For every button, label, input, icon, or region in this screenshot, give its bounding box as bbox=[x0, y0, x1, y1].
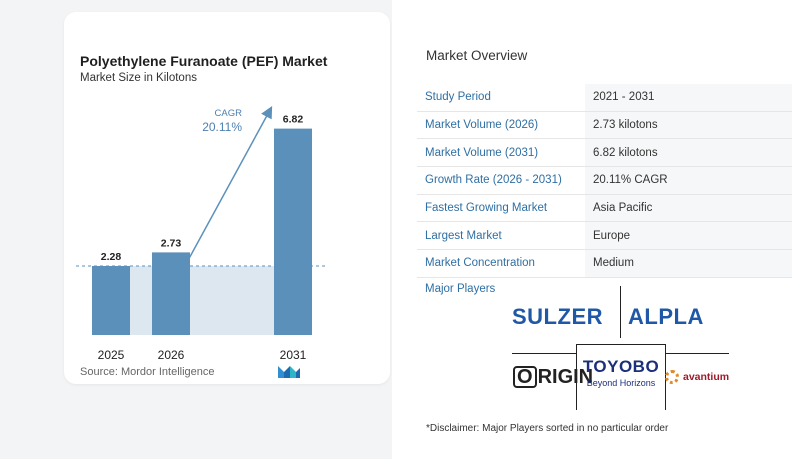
logo-divider bbox=[512, 353, 576, 354]
alpla-logo: ALPLA bbox=[628, 304, 704, 329]
row-label: Largest Market bbox=[417, 221, 585, 251]
row-value: 2021 - 2031 bbox=[585, 84, 792, 112]
avantium-logo: avantium bbox=[665, 370, 729, 384]
row-label: Fastest Growing Market bbox=[417, 194, 585, 223]
row-value: 20.11% CAGR bbox=[585, 166, 792, 195]
cagr-label: CAGR bbox=[215, 108, 243, 119]
toyobo-logo: TOYOBO Beyond Horizons bbox=[578, 357, 664, 388]
chart-subtitle: Market Size in Kilotons bbox=[80, 72, 197, 84]
table-row: Study Period 2021 - 2031 bbox=[417, 84, 792, 112]
chart-title: Polyethylene Furanoate (PEF) Market bbox=[80, 53, 328, 69]
mordor-logo-icon bbox=[278, 366, 300, 378]
row-label: Market Concentration bbox=[417, 249, 585, 278]
sulzer-logo: SULZER bbox=[512, 304, 603, 329]
avantium-ring-icon bbox=[665, 370, 679, 384]
chart-card: 2.28 2025 2.73 2026 6.82 2031 CAGR 20.11% Polye… bbox=[64, 12, 390, 384]
origin-logo-text: RIGIN bbox=[537, 366, 594, 388]
logo-divider bbox=[620, 286, 621, 338]
toyobo-tagline: Beyond Horizons bbox=[586, 378, 656, 388]
bar-value-label: 2.28 bbox=[101, 251, 122, 263]
row-value: Europe bbox=[585, 221, 792, 251]
bar bbox=[274, 128, 312, 335]
x-tick-label: 2026 bbox=[158, 348, 185, 362]
row-value: 6.82 kilotons bbox=[585, 138, 792, 168]
source-note: Source: Mordor Intelligence bbox=[80, 366, 215, 378]
row-label: Market Volume (2031) bbox=[417, 138, 585, 168]
table-row: Largest Market Europe bbox=[417, 221, 792, 251]
avantium-name: avantium bbox=[683, 371, 730, 383]
logo-divider bbox=[576, 344, 577, 410]
logo-divider bbox=[576, 344, 666, 345]
bar bbox=[92, 266, 130, 335]
cagr-value: 20.11% bbox=[202, 120, 242, 134]
overview-title: Market Overview bbox=[426, 48, 528, 63]
table-row: Growth Rate (2026 - 2031) 20.11% CAGR bbox=[417, 166, 792, 195]
table-row: Market Volume (2031) 6.82 kilotons bbox=[417, 138, 792, 168]
logo-divider bbox=[665, 353, 729, 354]
origin-logo: O RIGIN bbox=[513, 366, 593, 389]
x-tick-label: 2025 bbox=[98, 348, 125, 362]
table-row: Fastest Growing Market Asia Pacific bbox=[417, 194, 792, 223]
row-label: Study Period bbox=[417, 84, 585, 112]
origin-logo-mark: O bbox=[513, 366, 537, 388]
cagr-arrow bbox=[187, 106, 273, 261]
row-value: Asia Pacific bbox=[585, 194, 792, 223]
bar-value-label: 2.73 bbox=[161, 237, 182, 249]
row-label: Market Volume (2026) bbox=[417, 111, 585, 140]
table-row: Market Concentration Medium bbox=[417, 249, 792, 278]
overview-panel: Market Overview Study Period 2021 - 2031 … bbox=[392, 0, 800, 459]
bar-value-label: 6.82 bbox=[283, 114, 304, 126]
x-tick-label: 2031 bbox=[280, 348, 307, 362]
row-value: Medium bbox=[585, 249, 792, 278]
table-row: Market Volume (2026) 2.73 kilotons bbox=[417, 111, 792, 140]
overview-table: Study Period 2021 - 2031 Market Volume (2… bbox=[417, 84, 792, 278]
toyobo-name: TOYOBO bbox=[582, 357, 660, 376]
row-label: Growth Rate (2026 - 2031) bbox=[417, 166, 585, 195]
bar bbox=[152, 252, 190, 335]
disclaimer: *Disclaimer: Major Players sorted in no … bbox=[426, 423, 669, 434]
major-players-label: Major Players bbox=[425, 283, 496, 295]
row-value: 2.73 kilotons bbox=[585, 111, 792, 140]
